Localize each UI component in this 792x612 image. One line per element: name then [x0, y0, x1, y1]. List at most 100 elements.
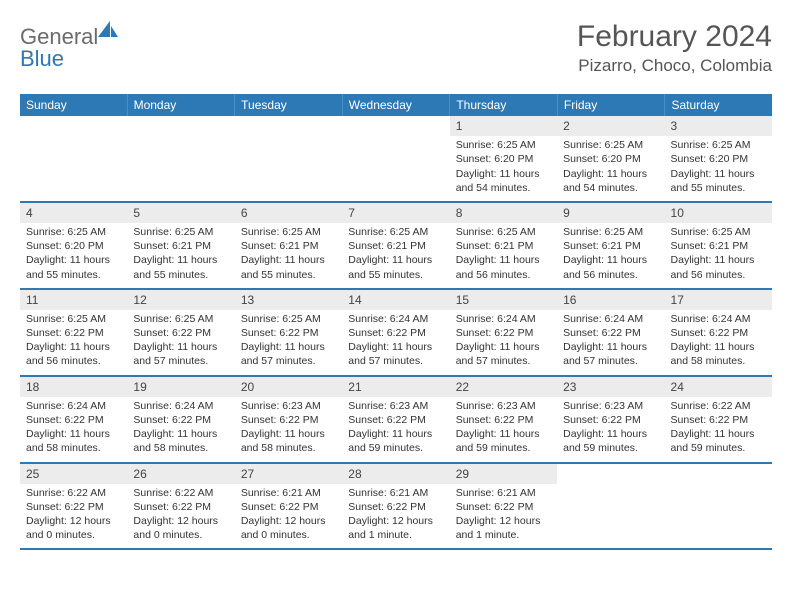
daylight-text: Daylight: 11 hours and 55 minutes. [26, 253, 121, 281]
daylight-text: Daylight: 12 hours and 1 minute. [456, 514, 551, 542]
sunset-text: Sunset: 6:22 PM [456, 500, 551, 514]
daylight-text: Daylight: 12 hours and 1 minute. [348, 514, 443, 542]
day-body: Sunrise: 6:22 AMSunset: 6:22 PMDaylight:… [665, 397, 772, 462]
day-body [342, 120, 449, 128]
week-row: 25Sunrise: 6:22 AMSunset: 6:22 PMDayligh… [20, 464, 772, 551]
sunset-text: Sunset: 6:21 PM [133, 239, 228, 253]
sunrise-text: Sunrise: 6:25 AM [456, 138, 551, 152]
daylight-text: Daylight: 12 hours and 0 minutes. [133, 514, 228, 542]
day-number: 27 [235, 464, 342, 484]
day-body: Sunrise: 6:25 AMSunset: 6:21 PMDaylight:… [235, 223, 342, 288]
sunset-text: Sunset: 6:22 PM [241, 413, 336, 427]
sunset-text: Sunset: 6:22 PM [348, 413, 443, 427]
day-cell: 22Sunrise: 6:23 AMSunset: 6:22 PMDayligh… [450, 377, 557, 462]
day-number: 6 [235, 203, 342, 223]
day-body: Sunrise: 6:25 AMSunset: 6:21 PMDaylight:… [127, 223, 234, 288]
day-body: Sunrise: 6:24 AMSunset: 6:22 PMDaylight:… [665, 310, 772, 375]
day-cell: 2Sunrise: 6:25 AMSunset: 6:20 PMDaylight… [557, 116, 664, 201]
day-header-sunday: Sunday [20, 94, 128, 116]
day-body: Sunrise: 6:24 AMSunset: 6:22 PMDaylight:… [557, 310, 664, 375]
day-body: Sunrise: 6:25 AMSunset: 6:21 PMDaylight:… [342, 223, 449, 288]
sunrise-text: Sunrise: 6:24 AM [456, 312, 551, 326]
sunset-text: Sunset: 6:22 PM [241, 326, 336, 340]
sunrise-text: Sunrise: 6:23 AM [563, 399, 658, 413]
day-cell: 28Sunrise: 6:21 AMSunset: 6:22 PMDayligh… [342, 464, 449, 549]
page-header: General February 2024 Pizarro, Choco, Co… [20, 20, 772, 76]
day-cell: 14Sunrise: 6:24 AMSunset: 6:22 PMDayligh… [342, 290, 449, 375]
daylight-text: Daylight: 11 hours and 57 minutes. [133, 340, 228, 368]
day-body: Sunrise: 6:25 AMSunset: 6:20 PMDaylight:… [665, 136, 772, 201]
sunset-text: Sunset: 6:22 PM [563, 413, 658, 427]
daylight-text: Daylight: 11 hours and 54 minutes. [456, 167, 551, 195]
day-cell: 12Sunrise: 6:25 AMSunset: 6:22 PMDayligh… [127, 290, 234, 375]
sunrise-text: Sunrise: 6:22 AM [133, 486, 228, 500]
sunset-text: Sunset: 6:22 PM [348, 326, 443, 340]
sunset-text: Sunset: 6:22 PM [348, 500, 443, 514]
day-cell [127, 116, 234, 201]
sunset-text: Sunset: 6:22 PM [133, 326, 228, 340]
day-body [20, 120, 127, 128]
daylight-text: Daylight: 11 hours and 55 minutes. [133, 253, 228, 281]
day-cell: 9Sunrise: 6:25 AMSunset: 6:21 PMDaylight… [557, 203, 664, 288]
day-cell: 15Sunrise: 6:24 AMSunset: 6:22 PMDayligh… [450, 290, 557, 375]
logo-blue-wrap: Blue [20, 46, 64, 72]
day-number: 13 [235, 290, 342, 310]
day-number: 4 [20, 203, 127, 223]
day-number: 19 [127, 377, 234, 397]
sunset-text: Sunset: 6:21 PM [348, 239, 443, 253]
day-number: 23 [557, 377, 664, 397]
day-number: 18 [20, 377, 127, 397]
sunrise-text: Sunrise: 6:23 AM [348, 399, 443, 413]
sunset-text: Sunset: 6:20 PM [26, 239, 121, 253]
day-cell: 26Sunrise: 6:22 AMSunset: 6:22 PMDayligh… [127, 464, 234, 549]
day-body: Sunrise: 6:23 AMSunset: 6:22 PMDaylight:… [235, 397, 342, 462]
day-body: Sunrise: 6:21 AMSunset: 6:22 PMDaylight:… [450, 484, 557, 549]
day-body: Sunrise: 6:25 AMSunset: 6:21 PMDaylight:… [665, 223, 772, 288]
day-cell: 16Sunrise: 6:24 AMSunset: 6:22 PMDayligh… [557, 290, 664, 375]
day-body: Sunrise: 6:25 AMSunset: 6:22 PMDaylight:… [20, 310, 127, 375]
day-body: Sunrise: 6:24 AMSunset: 6:22 PMDaylight:… [450, 310, 557, 375]
day-body: Sunrise: 6:23 AMSunset: 6:22 PMDaylight:… [557, 397, 664, 462]
week-row: 11Sunrise: 6:25 AMSunset: 6:22 PMDayligh… [20, 290, 772, 377]
daylight-text: Daylight: 11 hours and 57 minutes. [456, 340, 551, 368]
sunset-text: Sunset: 6:22 PM [671, 326, 766, 340]
daylight-text: Daylight: 11 hours and 56 minutes. [671, 253, 766, 281]
day-number: 12 [127, 290, 234, 310]
day-body: Sunrise: 6:22 AMSunset: 6:22 PMDaylight:… [127, 484, 234, 549]
daylight-text: Daylight: 12 hours and 0 minutes. [241, 514, 336, 542]
day-cell: 20Sunrise: 6:23 AMSunset: 6:22 PMDayligh… [235, 377, 342, 462]
daylight-text: Daylight: 11 hours and 59 minutes. [671, 427, 766, 455]
day-cell [342, 116, 449, 201]
day-number: 21 [342, 377, 449, 397]
daylight-text: Daylight: 11 hours and 59 minutes. [348, 427, 443, 455]
day-cell: 1Sunrise: 6:25 AMSunset: 6:20 PMDaylight… [450, 116, 557, 201]
day-number: 15 [450, 290, 557, 310]
day-body: Sunrise: 6:23 AMSunset: 6:22 PMDaylight:… [450, 397, 557, 462]
sunrise-text: Sunrise: 6:24 AM [671, 312, 766, 326]
sunrise-text: Sunrise: 6:24 AM [563, 312, 658, 326]
day-cell: 27Sunrise: 6:21 AMSunset: 6:22 PMDayligh… [235, 464, 342, 549]
daylight-text: Daylight: 11 hours and 58 minutes. [671, 340, 766, 368]
week-row: 18Sunrise: 6:24 AMSunset: 6:22 PMDayligh… [20, 377, 772, 464]
day-number: 10 [665, 203, 772, 223]
daylight-text: Daylight: 11 hours and 58 minutes. [241, 427, 336, 455]
sunset-text: Sunset: 6:22 PM [671, 413, 766, 427]
sunrise-text: Sunrise: 6:25 AM [671, 138, 766, 152]
day-body: Sunrise: 6:24 AMSunset: 6:22 PMDaylight:… [342, 310, 449, 375]
day-number: 25 [20, 464, 127, 484]
day-body [557, 468, 664, 476]
day-cell: 6Sunrise: 6:25 AMSunset: 6:21 PMDaylight… [235, 203, 342, 288]
day-header-saturday: Saturday [665, 94, 772, 116]
day-cell: 8Sunrise: 6:25 AMSunset: 6:21 PMDaylight… [450, 203, 557, 288]
day-number: 9 [557, 203, 664, 223]
sunrise-text: Sunrise: 6:25 AM [671, 225, 766, 239]
day-body: Sunrise: 6:25 AMSunset: 6:22 PMDaylight:… [127, 310, 234, 375]
daylight-text: Daylight: 11 hours and 55 minutes. [241, 253, 336, 281]
daylight-text: Daylight: 11 hours and 55 minutes. [671, 167, 766, 195]
sunrise-text: Sunrise: 6:21 AM [456, 486, 551, 500]
sunrise-text: Sunrise: 6:25 AM [563, 225, 658, 239]
day-number: 8 [450, 203, 557, 223]
daylight-text: Daylight: 11 hours and 54 minutes. [563, 167, 658, 195]
day-number: 17 [665, 290, 772, 310]
day-cell: 17Sunrise: 6:24 AMSunset: 6:22 PMDayligh… [665, 290, 772, 375]
